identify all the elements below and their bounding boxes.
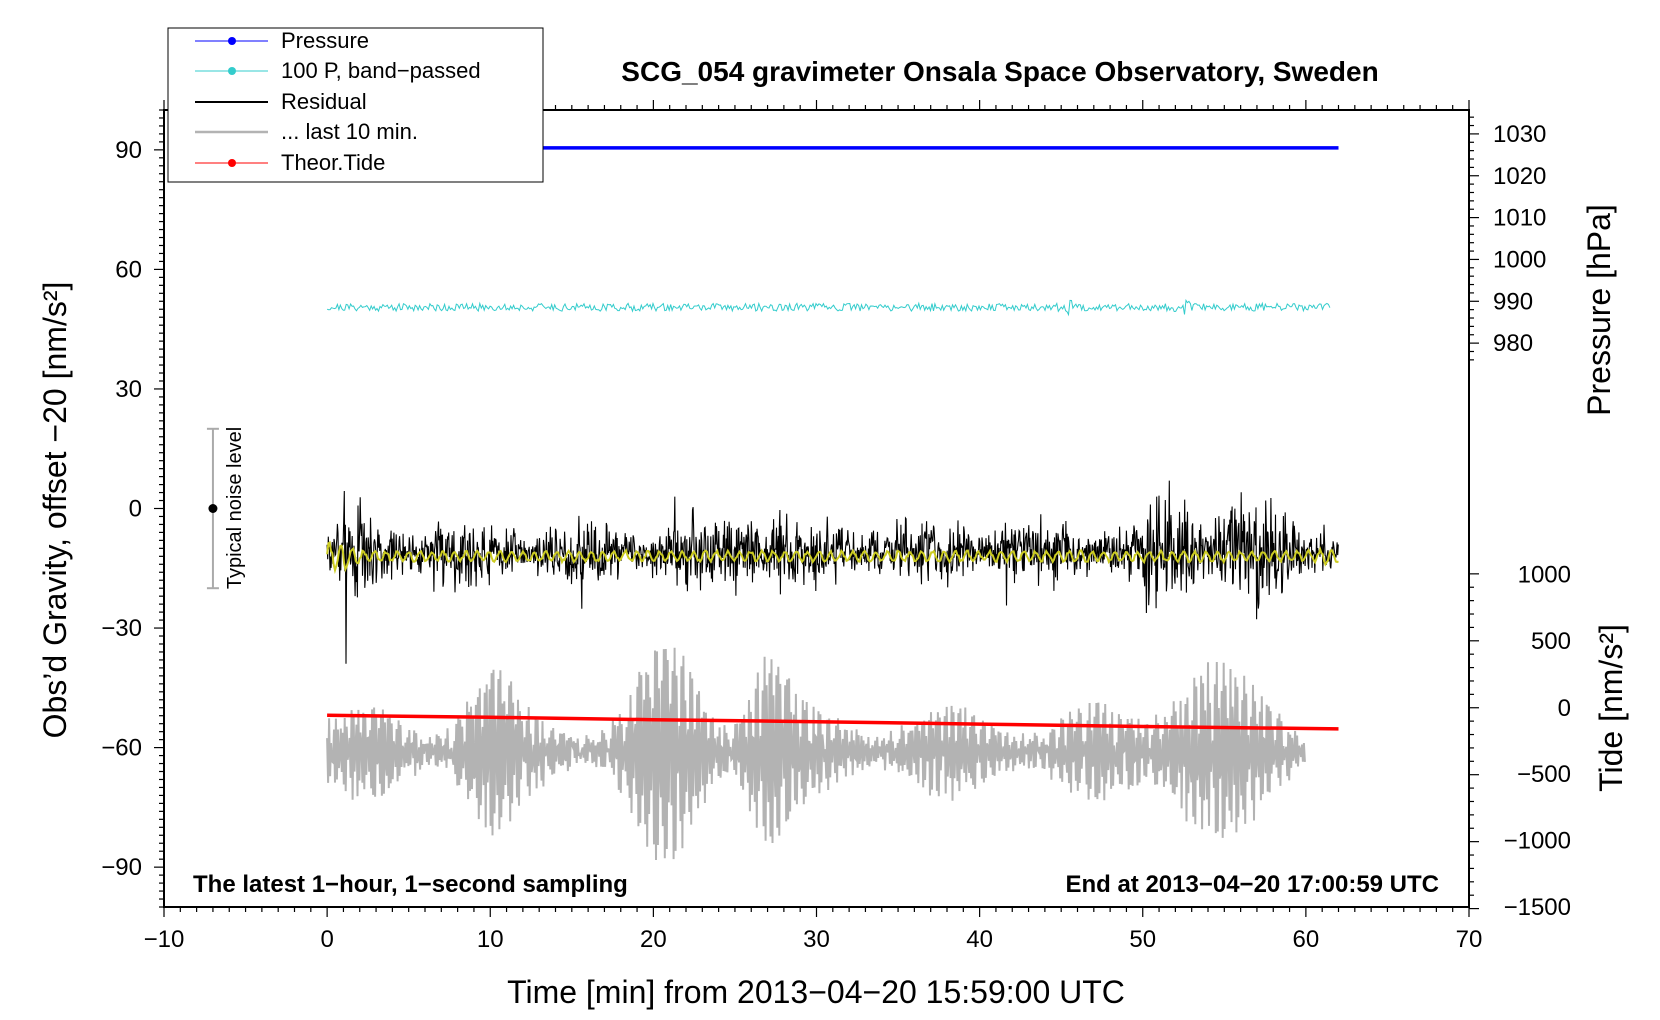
y-axis-right-pressure: 1030 1020 1010 1000 990 980 [1469,116,1546,361]
noise-bar [206,427,219,590]
x-tick-label: 30 [803,926,830,953]
y-tick-label: −90 [101,854,142,881]
residual-smoothed-line [326,540,1339,575]
y-tick-label: 90 [115,137,142,164]
noise-bar-label: Typical noise level [224,427,246,589]
band-passed-pressure-series [326,298,1331,317]
tide-tick-label: −1500 [1504,894,1571,921]
x-axis: −10 0 10 20 30 40 50 60 70 [144,100,1483,953]
last-10-min-line [326,647,1306,861]
legend-box [167,27,544,183]
x-tick-label: 60 [1293,926,1320,953]
pressure-tick-label: 980 [1493,330,1533,357]
y-tick-label: −60 [101,735,142,762]
legend-label-last-10-min: ... last 10 min. [281,119,418,144]
tide-tick-label: 0 [1558,695,1571,722]
legend-entry-theor-tide: Theor.Tide [195,150,385,175]
x-tick-label: 70 [1456,926,1483,953]
legend-label-pressure: Pressure [281,28,369,53]
legend-label-theor-tide: Theor.Tide [281,150,385,175]
theor-tide-line [327,713,1339,731]
y-axis-right-tide: 1000 500 0 −500 −1000 −1500 [1469,561,1571,921]
y-tick-label: 0 [129,496,142,523]
tide-tick-label: −500 [1517,761,1571,788]
pressure-tick-label: 1030 [1493,121,1546,148]
y-tick-label: 60 [115,256,142,283]
y-axis-left: 90 60 30 0 −30 −60 −90 [101,109,164,908]
pressure-tick-label: 1020 [1493,163,1546,190]
legend-marker-theor-tide [228,159,236,167]
x-tick-label: 40 [966,926,993,953]
legend-label-residual: Residual [281,89,367,114]
pressure-tick-label: 990 [1493,288,1533,315]
residual-series [326,480,1339,664]
band-passed-line [326,298,1331,317]
legend-marker-band-passed [228,67,236,75]
y-axis-title-left: Obs’d Gravity, offset −20 [nm/s²] [37,282,73,739]
noise-bar-center-dot [208,504,218,513]
legend-entry-band-passed: 100 P, band−passed [195,58,481,83]
legend-label-band-passed: 100 P, band−passed [281,58,481,83]
x-axis-title: Time [min] from 2013−04−20 15:59:00 UTC [507,974,1125,1010]
y-axis-title-pressure: Pressure [hPa] [1581,204,1617,416]
x-tick-label: −10 [144,926,185,953]
legend-marker-pressure [228,37,236,45]
x-tick-label: 0 [320,926,333,953]
tide-tick-label: −1000 [1504,827,1571,854]
x-tick-label: 20 [640,926,667,953]
annotation-sampling: The latest 1−hour, 1−second sampling [193,871,628,898]
pressure-tick-label: 1010 [1493,205,1546,232]
legend-entry-residual: Residual [195,89,367,114]
y-axis-title-tide: Tide [nm/s²] [1593,624,1629,792]
residual-line [326,480,1339,664]
theoretical-tide-series [327,713,1339,731]
x-tick-label: 50 [1129,926,1156,953]
annotation-end-time: End at 2013−04−20 17:00:59 UTC [1065,871,1439,898]
chart-title: SCG_054 gravimeter Onsala Space Observat… [621,56,1378,87]
y-tick-label: −30 [101,615,142,642]
legend-entry-pressure: Pressure [195,28,369,53]
last-10-min-series [326,647,1306,861]
legend: Pressure 100 P, band−passed Residual ...… [167,27,544,183]
y-tick-label: 30 [115,376,142,403]
pressure-tick-label: 1000 [1493,246,1546,273]
tide-tick-label: 500 [1531,628,1571,655]
tide-tick-label: 1000 [1518,561,1571,588]
x-tick-label: 10 [477,926,504,953]
legend-entry-last-10-min: ... last 10 min. [195,119,418,144]
residual-smoothed-series [326,540,1339,575]
